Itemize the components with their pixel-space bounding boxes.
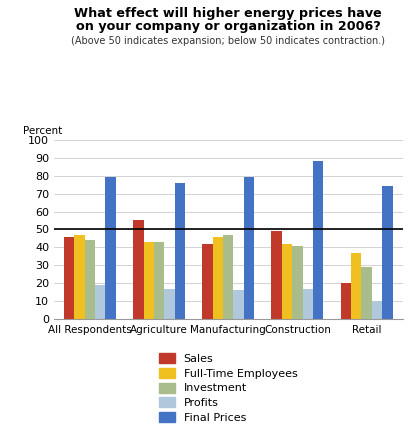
Bar	[154, 242, 164, 319]
Bar	[361, 267, 372, 319]
Text: (Above 50 indicates expansion; below 50 indicates contraction.): (Above 50 indicates expansion; below 50 …	[71, 36, 385, 46]
Bar	[313, 161, 323, 319]
Bar	[341, 283, 351, 319]
Bar	[234, 290, 244, 319]
Bar	[271, 231, 282, 319]
Text: Percent: Percent	[22, 126, 62, 136]
Text: on your company or organization in 2006?: on your company or organization in 2006?	[76, 20, 381, 33]
Bar	[175, 183, 185, 319]
Bar	[223, 235, 234, 319]
Bar	[372, 301, 382, 319]
Bar	[213, 236, 223, 319]
Bar	[292, 246, 303, 319]
Bar	[203, 244, 213, 319]
Bar	[164, 288, 175, 319]
Bar	[105, 177, 116, 319]
Bar	[64, 236, 74, 319]
Bar	[351, 253, 361, 319]
Text: What effect will higher energy prices have: What effect will higher energy prices ha…	[74, 7, 382, 20]
Bar	[74, 235, 85, 319]
Bar	[382, 187, 393, 319]
Legend: Sales, Full-Time Employees, Investment, Profits, Final Prices: Sales, Full-Time Employees, Investment, …	[159, 353, 297, 423]
Bar	[133, 220, 144, 319]
Bar	[303, 288, 313, 319]
Bar	[282, 244, 292, 319]
Bar	[85, 240, 95, 319]
Bar	[144, 242, 154, 319]
Bar	[244, 177, 254, 319]
Bar	[95, 285, 105, 319]
